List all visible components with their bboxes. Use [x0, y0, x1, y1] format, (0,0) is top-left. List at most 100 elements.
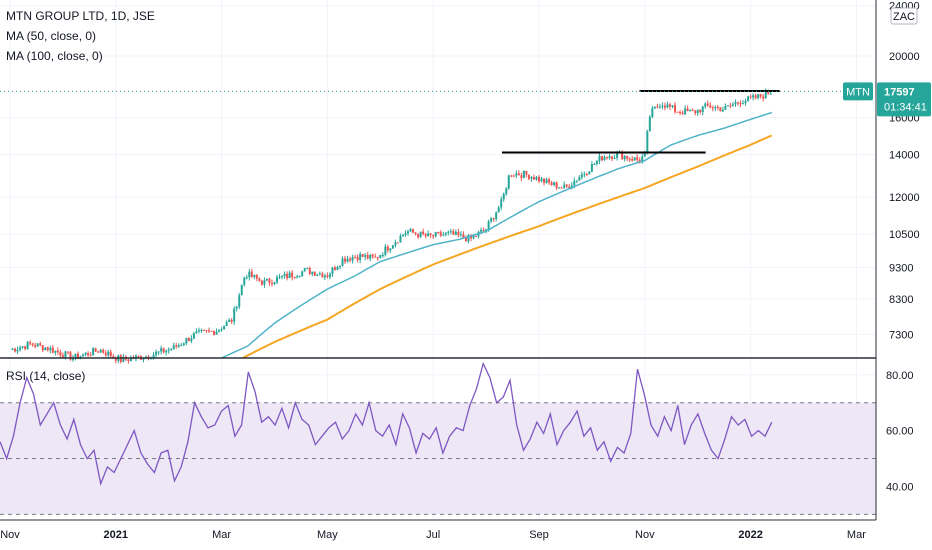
- candle-body: [228, 319, 231, 322]
- candle-body: [220, 329, 223, 331]
- candle-body: [764, 91, 767, 99]
- candle-body: [41, 344, 44, 351]
- candle-body: [210, 330, 213, 332]
- currency-badge-text: ZAC: [893, 11, 915, 23]
- candle-body: [641, 156, 644, 163]
- candle-body: [663, 105, 666, 108]
- candle-body: [603, 156, 606, 161]
- rsi-legend[interactable]: RSI (14, close): [6, 369, 86, 383]
- candle-body: [432, 234, 435, 237]
- candle-body: [457, 231, 460, 236]
- time-tick-label: 2021: [104, 529, 128, 541]
- price-axis[interactable]: 7300830093001050012000140001600020000240…: [889, 1, 920, 342]
- candle-body: [396, 242, 399, 244]
- chart-title[interactable]: MTN GROUP LTD, 1D, JSE: [6, 9, 155, 23]
- candle-body: [381, 254, 384, 256]
- candle-body: [386, 246, 389, 251]
- candle-body: [573, 180, 576, 186]
- candle-body: [336, 267, 339, 270]
- currency-badge[interactable]: ZAC: [890, 7, 918, 25]
- price-tick-label: 8300: [889, 294, 913, 306]
- candle-body: [265, 278, 268, 281]
- candle-body: [24, 346, 27, 349]
- ma100-legend[interactable]: MA (100, close, 0): [6, 49, 103, 63]
- candle-body: [570, 185, 573, 189]
- candle-body: [99, 349, 102, 353]
- ma50-legend[interactable]: MA (50, close, 0): [6, 29, 97, 43]
- candle-body: [354, 257, 357, 259]
- candle-body: [469, 235, 472, 239]
- candle-body: [341, 258, 344, 266]
- candle-body: [268, 278, 271, 283]
- candle-body: [538, 177, 540, 182]
- candle-body: [633, 157, 636, 161]
- candle-body: [689, 110, 692, 112]
- candle-body: [218, 329, 221, 332]
- candle-body: [621, 152, 624, 160]
- rsi-line: [0, 361, 773, 486]
- candle-body: [104, 352, 107, 356]
- candle-body: [530, 177, 533, 179]
- candle-body: [369, 254, 372, 259]
- candle-body: [64, 351, 67, 358]
- price-tick-label: 10500: [889, 229, 920, 241]
- candle-body: [281, 276, 284, 278]
- candle-body: [29, 342, 32, 344]
- candle-body: [548, 179, 551, 183]
- candle-body: [160, 348, 163, 352]
- candle-body: [170, 349, 173, 351]
- candle-body: [127, 359, 130, 361]
- candle-body: [263, 280, 266, 285]
- candle-body: [409, 229, 412, 232]
- candle-body: [74, 353, 77, 359]
- candle-body: [407, 231, 410, 234]
- candle-body: [253, 275, 256, 277]
- candle-body: [31, 343, 34, 346]
- candle-body: [691, 110, 694, 112]
- candle-body: [333, 267, 336, 270]
- rsi-axis[interactable]: 40.00 60.00 80.00: [886, 370, 914, 494]
- candle-body: [56, 350, 59, 353]
- candle-body: [553, 182, 556, 185]
- candle-body: [527, 174, 530, 179]
- candle-body: [54, 350, 57, 353]
- candle-body: [129, 357, 132, 361]
- candle-body: [480, 229, 483, 232]
- candle-body: [444, 232, 447, 235]
- candle-body: [507, 175, 510, 189]
- candle-body: [711, 107, 714, 109]
- time-tick-label: 2022: [738, 529, 762, 541]
- candle-body: [762, 96, 765, 99]
- candle-body: [14, 348, 17, 352]
- candle-body: [668, 104, 671, 107]
- candle-body: [51, 347, 54, 353]
- candle-body: [583, 173, 586, 175]
- price-tick-label: 20000: [889, 51, 920, 63]
- candle-body: [374, 256, 377, 258]
- candle-body: [107, 351, 110, 356]
- time-axis[interactable]: Nov 2021 Mar May Jul Sep Nov 2022 Mar: [0, 529, 866, 541]
- candle-body: [308, 268, 311, 274]
- candle-body: [238, 295, 241, 307]
- candle-body: [759, 94, 762, 97]
- candle-body: [568, 186, 571, 189]
- candle-body: [709, 105, 712, 108]
- candle-body: [442, 234, 445, 236]
- candle-body: [623, 155, 626, 160]
- rsi-tick-label: 40.00: [886, 481, 914, 493]
- candle-body: [694, 110, 697, 114]
- ma50-line: [221, 111, 773, 359]
- candle-body: [726, 105, 729, 107]
- candle-body: [235, 306, 238, 309]
- candle-body: [114, 357, 117, 361]
- candle-body: [482, 229, 485, 231]
- candle-body: [560, 187, 563, 189]
- candle-body: [223, 325, 226, 330]
- candle-body: [565, 184, 568, 187]
- candle-body: [535, 177, 538, 180]
- candle-body: [731, 104, 734, 106]
- candle-body: [742, 103, 745, 105]
- candle-body: [452, 231, 455, 235]
- candle-body: [288, 272, 291, 279]
